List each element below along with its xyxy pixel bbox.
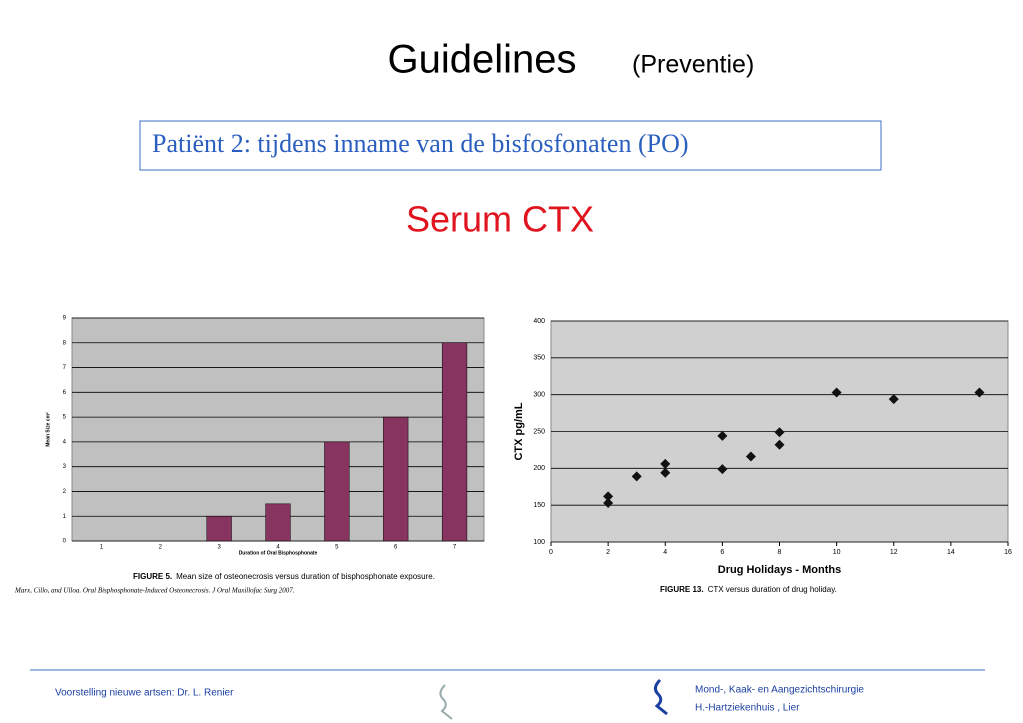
x-tick-label: 6: [394, 545, 398, 551]
footer-left: Voorstelling nieuwe artsen: Dr. L. Renie…: [55, 688, 234, 699]
bar: [383, 416, 409, 542]
citation: Marx, Cillo, and Ulloa. Oral Bisphosphon…: [14, 587, 295, 595]
y-tick-label: 7: [63, 365, 67, 371]
y-tick-label: 150: [533, 502, 545, 509]
y-tick-label: 8: [63, 340, 67, 346]
y-tick-label: 4: [63, 439, 67, 445]
box-text: Patiënt 2: tijdens inname van de bisfosf…: [152, 129, 689, 158]
subtitle: Serum CTX: [406, 199, 594, 240]
y-tick-label: 350: [533, 355, 545, 362]
y-tick-label: 100: [533, 539, 545, 546]
x-tick-label: 4: [663, 549, 667, 556]
y-tick-label: 9: [63, 316, 67, 322]
caption-text: Mean size of osteonecrosis versus durati…: [176, 572, 435, 581]
y-tick-label: 300: [533, 392, 545, 399]
point: [717, 430, 728, 441]
point: [717, 464, 728, 475]
caption: FIGURE 13. CTX versus duration of drug ho…: [660, 585, 837, 594]
caption: FIGURE 5. Mean size of osteonecrosis vers…: [133, 572, 435, 581]
caption-label: FIGURE 5.: [133, 572, 172, 581]
y-tick-label: 3: [63, 464, 67, 470]
point: [774, 439, 785, 450]
logo: [439, 684, 453, 720]
x-tick-label: 10: [833, 549, 841, 556]
x-tick-label: 3: [217, 545, 221, 551]
logo: [653, 678, 668, 716]
point: [745, 451, 756, 462]
title: Guidelines: [387, 38, 576, 82]
x-tick-label: 4: [276, 545, 280, 551]
x-tick-label: 1: [100, 545, 104, 551]
y-tick-label: 6: [63, 390, 67, 396]
point: [660, 458, 671, 469]
bar: [441, 342, 468, 542]
point: [603, 491, 614, 502]
bar: [265, 503, 291, 542]
title-note: (Preventie): [632, 51, 754, 79]
y-tick-label: 2: [63, 489, 67, 495]
y-tick-label: 5: [63, 415, 67, 421]
point: [774, 427, 785, 438]
footer-right: Mond-, Kaak- en Aangezichtschirurgie: [695, 685, 864, 696]
point: [831, 387, 842, 398]
caption-label: FIGURE 13.: [660, 585, 704, 594]
x-tick-label: 8: [778, 549, 782, 556]
y-tick-label: 250: [533, 428, 545, 435]
point: [888, 394, 899, 405]
y-tick-label: 200: [533, 465, 545, 472]
x-tick-label: 2: [606, 549, 610, 556]
x-tick-label: 0: [549, 549, 553, 556]
point: [603, 497, 614, 508]
y-axis-label: CTX pg/mL: [513, 402, 525, 460]
y-tick-label: 400: [533, 318, 545, 325]
caption-text: CTX versus duration of drug holiday.: [708, 585, 837, 594]
x-tick-label: 7: [453, 545, 457, 551]
footer-right: H.-Hartziekenhuis , Lier: [695, 703, 800, 714]
x-tick-label: 14: [947, 549, 955, 556]
x-tick-label: 12: [890, 549, 898, 556]
point: [660, 467, 671, 478]
bar: [324, 441, 350, 542]
x-tick-label: 16: [1004, 549, 1012, 556]
x-axis-label: Drug Holidays - Months: [718, 564, 841, 576]
x-tick-label: 2: [159, 545, 163, 551]
point: [631, 471, 642, 482]
y-tick-label: 0: [63, 539, 67, 545]
point: [974, 387, 985, 398]
y-axis-label: Mean Size cm²: [45, 412, 51, 447]
x-axis-label: Duration of Oral Bisphosphonate: [239, 550, 318, 556]
x-tick-label: 5: [335, 545, 339, 551]
x-tick-label: 6: [720, 549, 724, 556]
text-box: [139, 120, 882, 171]
y-tick-label: 1: [63, 514, 67, 520]
bar: [206, 515, 232, 542]
